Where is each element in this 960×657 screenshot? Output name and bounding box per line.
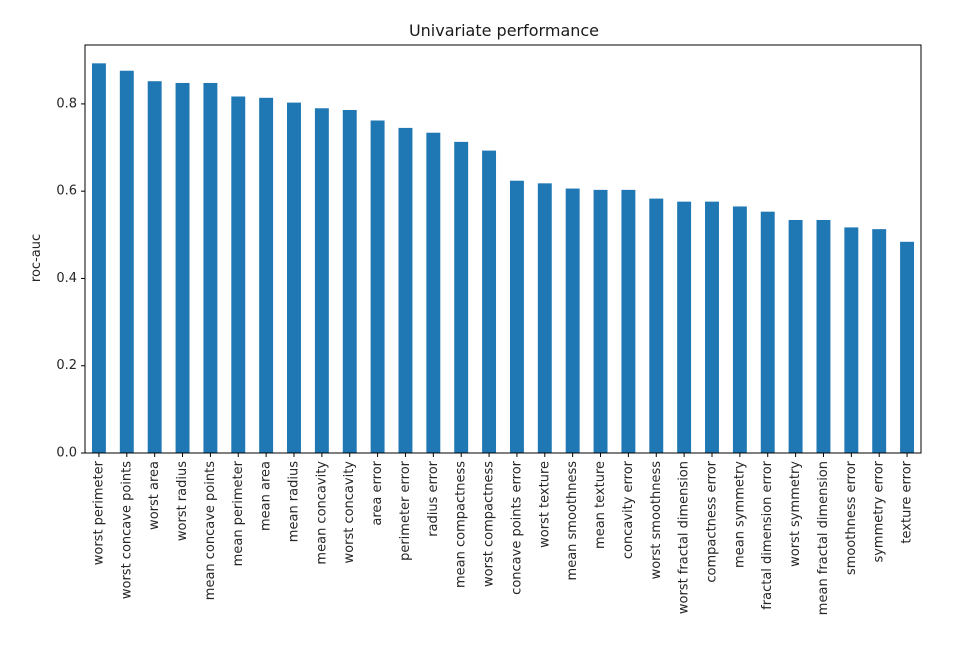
bar	[203, 82, 218, 454]
bar	[844, 227, 859, 453]
y-tick-label: 0.0	[56, 446, 77, 461]
x-tick-label: worst concavity	[342, 461, 357, 564]
x-tick-label: compactness error	[705, 460, 720, 582]
x-tick-label: mean concave points	[203, 461, 218, 600]
x-tick-label: mean texture	[593, 461, 608, 549]
x-tick-label: worst perimeter	[91, 460, 106, 565]
x-tick-label: fractal dimension error	[760, 460, 775, 609]
bar	[509, 180, 524, 453]
bar	[677, 201, 692, 453]
bar	[482, 150, 497, 453]
x-tick-label: smoothness error	[844, 460, 859, 575]
bar	[537, 183, 552, 453]
bar	[91, 63, 106, 453]
x-tick-label: mean area	[259, 461, 274, 531]
y-axis-ticks: 0.0 0.2 0.4 0.6 0.8	[56, 96, 85, 461]
y-tick-label: 0.2	[56, 358, 77, 373]
x-tick-label: radius error	[426, 460, 441, 536]
bar	[593, 189, 608, 453]
y-tick-label: 0.8	[56, 96, 77, 111]
bar	[370, 120, 385, 454]
x-tick-label: mean radius	[287, 461, 302, 542]
bar	[649, 198, 664, 453]
bar	[231, 96, 246, 454]
bar	[621, 189, 636, 453]
x-tick-label: mean perimeter	[231, 460, 246, 566]
bar	[426, 132, 441, 453]
x-tick-label: symmetry error	[872, 460, 887, 562]
x-tick-label: worst smoothness	[649, 461, 664, 580]
x-tick-label: mean symmetry	[732, 461, 747, 568]
y-tick-label: 0.6	[56, 184, 77, 199]
bar	[259, 97, 274, 454]
bar	[175, 82, 190, 454]
bar	[314, 108, 329, 454]
bars-group	[91, 63, 915, 454]
x-tick-label: worst radius	[175, 461, 190, 541]
bar	[760, 211, 775, 453]
x-tick-label: worst texture	[537, 461, 552, 548]
bar	[398, 127, 413, 453]
bar	[732, 206, 747, 453]
x-tick-label: worst area	[147, 461, 162, 530]
bar	[454, 141, 469, 453]
y-tick-label: 0.4	[56, 271, 77, 286]
x-tick-label: mean smoothness	[565, 461, 580, 581]
x-tick-label: worst compactness	[482, 461, 497, 587]
chart-title: Univariate performance	[409, 21, 599, 40]
x-tick-label: mean fractal dimension	[816, 461, 831, 615]
bar	[147, 81, 162, 453]
x-tick-label: concavity error	[621, 460, 636, 559]
x-axis-ticks: worst perimeter worst concave points worst…	[91, 453, 915, 615]
x-tick-label: worst symmetry	[788, 461, 803, 567]
x-tick-label: mean concavity	[314, 461, 329, 565]
bar	[788, 219, 803, 453]
bar	[342, 110, 357, 454]
x-tick-label: worst concave points	[119, 461, 134, 599]
x-tick-label: texture error	[900, 460, 915, 543]
bar	[119, 70, 134, 453]
x-tick-label: concave points error	[509, 460, 524, 594]
bar	[900, 241, 915, 453]
y-axis-label: roc-auc	[29, 234, 44, 282]
x-tick-label: worst fractal dimension	[677, 461, 692, 614]
bar	[872, 229, 887, 453]
bar	[705, 201, 719, 453]
bar	[565, 188, 580, 453]
x-tick-label: area error	[370, 460, 385, 525]
bar	[287, 102, 301, 453]
bar	[816, 219, 831, 453]
x-tick-label: perimeter error	[398, 460, 413, 561]
plot-frame	[84, 44, 922, 454]
x-tick-label: mean compactness	[454, 461, 469, 588]
